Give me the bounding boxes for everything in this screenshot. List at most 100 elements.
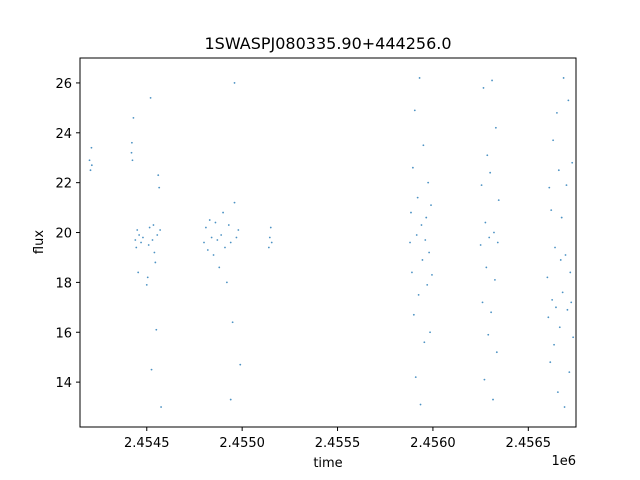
data-point (417, 293, 420, 296)
data-point (421, 259, 424, 261)
y-axis-label: flux (32, 230, 47, 254)
data-point (224, 246, 226, 249)
data-point (132, 116, 135, 119)
data-point (418, 77, 421, 79)
data-point (564, 254, 567, 256)
data-point (412, 313, 415, 316)
y-tick-label: 26 (55, 77, 72, 92)
data-point (159, 229, 162, 231)
data-point (131, 159, 134, 162)
data-point (153, 251, 156, 254)
data-point (415, 234, 418, 236)
data-point (489, 171, 492, 174)
data-point (227, 224, 230, 226)
data-point (481, 301, 484, 304)
data-point (496, 241, 499, 244)
data-point (567, 99, 570, 102)
data-point (557, 169, 560, 172)
data-point (134, 239, 137, 241)
data-point (427, 181, 430, 184)
data-point (135, 246, 138, 249)
data-point (147, 244, 150, 246)
data-point (136, 229, 139, 231)
data-points (88, 77, 575, 408)
data-point (270, 241, 273, 244)
data-point (145, 283, 148, 286)
data-point (479, 244, 482, 246)
data-point (431, 274, 433, 276)
data-point (569, 271, 572, 274)
data-point (547, 316, 550, 319)
x-tick-label: 2.4555 (315, 436, 361, 451)
data-point (566, 308, 569, 311)
data-point (269, 226, 272, 229)
data-point (422, 144, 425, 147)
data-point (494, 279, 496, 281)
y-tick-label: 14 (55, 376, 72, 391)
data-point (210, 236, 213, 239)
data-point (493, 231, 495, 234)
chart-title: 1SWASPJ080335.90+444256.0 (204, 34, 451, 53)
data-point (157, 174, 160, 177)
data-point (425, 216, 428, 219)
data-point (148, 226, 151, 229)
data-point (563, 406, 566, 408)
data-point (560, 216, 563, 219)
data-point (212, 254, 215, 256)
plot-frame (79, 57, 577, 428)
data-point (150, 368, 153, 371)
data-point (220, 234, 223, 236)
data-point (208, 219, 211, 221)
data-point (233, 82, 236, 84)
data-point (488, 236, 491, 239)
data-point (546, 276, 549, 279)
data-point (553, 343, 555, 346)
data-point (90, 146, 93, 149)
data-point (154, 261, 157, 264)
data-point (555, 306, 557, 309)
data-point (559, 259, 562, 261)
data-point (550, 209, 553, 211)
data-point (229, 241, 232, 244)
data-point (492, 398, 494, 401)
data-point (561, 291, 564, 294)
data-point (424, 239, 427, 241)
x-tick-label: 2.4560 (410, 436, 456, 451)
data-point (267, 246, 270, 249)
y-tick-label: 24 (55, 127, 72, 142)
data-point (268, 236, 271, 239)
data-point (160, 406, 162, 408)
data-point (237, 229, 240, 231)
data-point (90, 164, 93, 167)
data-point (142, 236, 144, 239)
x-tick-label: 2.4545 (124, 436, 170, 451)
data-point (552, 139, 555, 142)
y-axis: 14 16 18 20 22 24 26 (55, 77, 80, 391)
data-point (419, 403, 422, 406)
data-point (548, 186, 551, 189)
data-point (484, 221, 487, 224)
data-point (490, 311, 493, 314)
data-point (416, 196, 419, 199)
data-point (229, 398, 232, 401)
data-point (216, 239, 219, 241)
data-point (411, 271, 413, 274)
x-tick-label: 2.4565 (506, 436, 552, 451)
x-tick-label: 2.4550 (219, 436, 265, 451)
data-point (151, 239, 154, 241)
data-point (570, 301, 573, 304)
data-point (556, 391, 559, 393)
x-axis: 2.4545 2.4550 2.4555 2.4560 2.4565 (124, 427, 551, 451)
data-point (222, 211, 224, 214)
data-point (214, 221, 217, 224)
data-point (551, 298, 554, 301)
data-point (554, 246, 556, 249)
data-point (156, 234, 159, 236)
data-point (429, 331, 431, 334)
data-point (420, 224, 423, 226)
data-point (497, 199, 500, 202)
y-tick-label: 16 (55, 326, 72, 341)
data-point (146, 276, 149, 279)
data-point (482, 87, 485, 89)
data-point (218, 266, 221, 269)
